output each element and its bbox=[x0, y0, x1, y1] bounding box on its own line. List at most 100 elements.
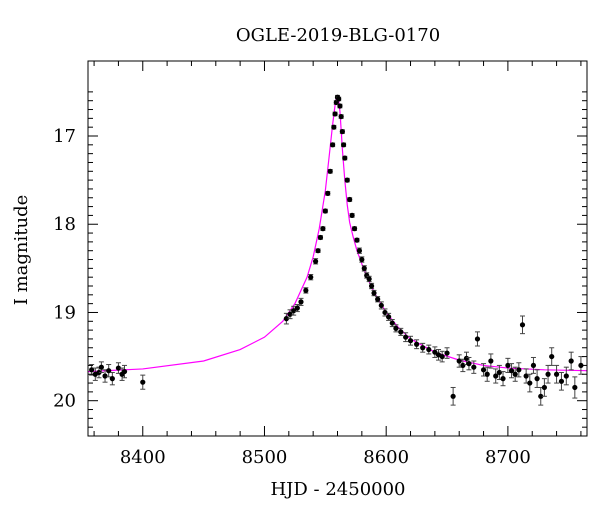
data-point bbox=[382, 308, 388, 317]
data-point bbox=[393, 324, 399, 333]
data-point bbox=[115, 362, 122, 374]
data-marker bbox=[558, 378, 565, 384]
data-point bbox=[500, 371, 506, 387]
data-marker bbox=[527, 380, 533, 386]
data-point bbox=[568, 351, 574, 371]
data-point bbox=[398, 327, 404, 336]
data-marker bbox=[347, 196, 353, 203]
data-point bbox=[351, 226, 358, 232]
data-marker bbox=[366, 276, 372, 282]
data-point bbox=[337, 103, 343, 109]
data-marker bbox=[308, 274, 314, 280]
data-point bbox=[558, 371, 565, 391]
y-tick-label: 18 bbox=[53, 214, 76, 235]
data-marker bbox=[356, 248, 363, 254]
data-point bbox=[366, 275, 372, 283]
x-tick-label: 8400 bbox=[120, 447, 166, 468]
data-marker bbox=[553, 371, 560, 377]
data-point bbox=[331, 124, 337, 130]
data-marker bbox=[351, 226, 358, 232]
data-marker bbox=[371, 290, 377, 296]
data-marker bbox=[512, 371, 518, 377]
data-point bbox=[368, 282, 375, 290]
data-point bbox=[480, 363, 487, 377]
y-tick-label: 20 bbox=[53, 391, 76, 412]
data-point bbox=[354, 237, 360, 243]
axis-ticks-layer bbox=[88, 61, 587, 437]
data-marker bbox=[298, 299, 304, 305]
data-point bbox=[523, 368, 529, 384]
data-marker bbox=[578, 362, 584, 369]
data-point bbox=[339, 128, 345, 135]
data-marker bbox=[393, 325, 399, 331]
data-marker bbox=[488, 358, 494, 364]
data-point bbox=[420, 342, 426, 353]
y-tick-labels: 17 18 19 20 bbox=[53, 126, 76, 412]
data-point bbox=[444, 347, 450, 359]
data-point bbox=[549, 347, 555, 366]
data-point bbox=[325, 190, 331, 196]
data-point bbox=[344, 177, 350, 183]
data-marker bbox=[516, 367, 522, 373]
data-point bbox=[516, 362, 522, 378]
data-marker bbox=[382, 309, 388, 316]
data-marker bbox=[325, 190, 331, 196]
data-marker bbox=[320, 226, 326, 232]
data-marker bbox=[538, 393, 544, 399]
data-marker bbox=[337, 103, 343, 109]
data-marker bbox=[407, 338, 414, 344]
data-point bbox=[553, 364, 560, 384]
data-point bbox=[512, 366, 518, 382]
data-marker bbox=[327, 168, 333, 174]
data-point bbox=[121, 364, 128, 379]
data-marker bbox=[545, 371, 551, 377]
data-point bbox=[403, 332, 409, 343]
data-point bbox=[493, 368, 499, 384]
data-marker bbox=[338, 113, 344, 120]
data-point bbox=[330, 142, 336, 148]
data-point bbox=[298, 297, 304, 306]
y-tick-label: 19 bbox=[53, 302, 76, 323]
data-marker bbox=[474, 336, 481, 342]
data-marker bbox=[378, 302, 384, 309]
data-point bbox=[327, 168, 333, 174]
data-marker bbox=[403, 334, 409, 340]
data-point bbox=[303, 287, 309, 294]
model-curve-layer bbox=[87, 97, 588, 373]
data-point bbox=[407, 335, 414, 346]
data-marker bbox=[312, 258, 319, 264]
data-marker bbox=[331, 124, 337, 130]
data-point bbox=[538, 386, 544, 406]
data-point bbox=[320, 226, 326, 232]
data-point bbox=[98, 361, 104, 373]
data-marker bbox=[420, 345, 426, 351]
data-point bbox=[572, 376, 578, 399]
data-marker bbox=[344, 177, 350, 183]
data-marker bbox=[354, 237, 360, 243]
data-point bbox=[106, 364, 112, 378]
data-marker bbox=[336, 96, 342, 102]
x-tick-labels: 8400 8500 8600 8700 bbox=[120, 447, 531, 468]
data-point bbox=[294, 304, 300, 313]
data-marker bbox=[115, 365, 122, 371]
data-point bbox=[332, 111, 338, 117]
data-point bbox=[361, 265, 367, 272]
data-marker bbox=[98, 364, 104, 370]
data-marker bbox=[519, 322, 526, 328]
data-marker bbox=[414, 341, 420, 347]
data-marker bbox=[102, 373, 108, 379]
model-curve bbox=[87, 97, 588, 373]
data-point bbox=[545, 364, 551, 384]
data-marker bbox=[426, 346, 432, 353]
data-point bbox=[347, 196, 353, 203]
data-marker bbox=[460, 362, 466, 369]
data-marker bbox=[471, 364, 477, 370]
data-point bbox=[371, 289, 377, 297]
data-marker bbox=[398, 329, 404, 335]
data-point bbox=[432, 346, 438, 358]
data-marker bbox=[140, 379, 146, 385]
data-point bbox=[426, 344, 432, 355]
data-points-layer bbox=[89, 94, 584, 406]
data-marker bbox=[317, 234, 324, 241]
data-marker bbox=[361, 265, 367, 271]
